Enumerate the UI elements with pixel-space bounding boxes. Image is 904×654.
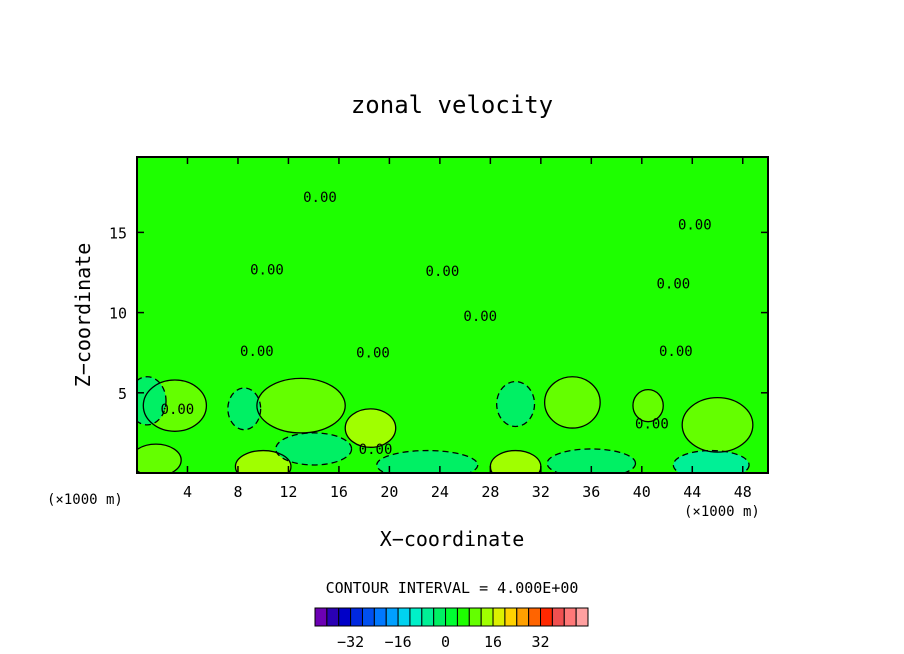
contour-label: 0.00 [678, 217, 712, 233]
colorbar-swatch [563, 607, 577, 627]
contour-label: 0.00 [635, 416, 669, 432]
field-blob [227, 387, 261, 430]
y-tick-label: 10 [109, 305, 127, 323]
contour-label: 0.00 [359, 442, 393, 458]
x-tick-label: 40 [633, 483, 651, 501]
contour-line [546, 448, 637, 473]
contour-label: 0.00 [303, 190, 337, 206]
chart-title: zonal velocity [351, 91, 553, 119]
colorbar-swatch [504, 607, 518, 627]
x-tick-label: 16 [330, 483, 348, 501]
field-blob [490, 450, 541, 473]
contour-line [227, 387, 262, 431]
field-blob [547, 448, 636, 473]
x-tick-label: 44 [683, 483, 701, 501]
field-blob [137, 444, 182, 473]
x-tick-label: 48 [734, 483, 752, 501]
contour-label: 0.00 [161, 402, 195, 418]
colorbar-swatch [445, 607, 458, 627]
contour-line [142, 379, 208, 432]
colorbar-swatch [385, 607, 399, 627]
colorbar-tick-label: 16 [484, 633, 502, 651]
field-blob [235, 450, 291, 473]
field-blob [496, 381, 535, 427]
contour-line [137, 443, 182, 473]
y-tick-label: 15 [109, 224, 127, 242]
colorbar-swatch [421, 607, 435, 627]
contour-label: 0.00 [656, 277, 690, 293]
field-blob [275, 432, 352, 465]
field-blob [345, 408, 396, 448]
colorbar-swatch [468, 607, 482, 627]
colorbar-swatch [409, 607, 423, 627]
colorbar-swatch [350, 607, 363, 627]
colorbar-tick-label: −16 [385, 633, 412, 651]
x-tick-label: 20 [380, 483, 398, 501]
field-blob [376, 450, 478, 473]
colorbar-tick-label: −32 [337, 633, 364, 651]
x-axis-ticks: 4 8 12 16 20 24 28 32 36 40 44 48 [183, 157, 752, 501]
plot-area: 0.00 0.00 0.00 0.00 0.00 0.00 0.00 0.00 0.00 0.00… [137, 157, 768, 473]
y-axis-label: Z−coordinate [71, 243, 95, 388]
y-tick-label: 5 [118, 385, 127, 403]
field-layer [137, 376, 753, 473]
contour-label: 0.00 [240, 344, 274, 360]
x-tick-label: 12 [279, 483, 297, 501]
x-tick-label: 4 [183, 483, 192, 501]
colorbar: −32 −16 0 16 32 [314, 607, 589, 651]
colorbar-swatch [575, 607, 589, 627]
field-background [137, 157, 768, 473]
x-axis-label: X−coordinate [380, 527, 525, 551]
contour-line [496, 380, 536, 428]
y-axis-ticks: 5 10 15 [109, 224, 768, 403]
contour-label: 0.00 [426, 264, 460, 280]
contour-line [256, 377, 346, 434]
field-blob [632, 389, 664, 422]
contour-line [376, 449, 479, 473]
colorbar-swatch [480, 607, 494, 627]
colorbar-swatch [540, 607, 553, 627]
colorbar-swatch [433, 607, 447, 627]
colorbar-swatch [492, 607, 506, 627]
contour-label: 0.00 [463, 309, 497, 325]
contour-line [681, 396, 754, 453]
colorbar-tick-label: 32 [531, 633, 549, 651]
colorbar-swatch [361, 607, 375, 627]
x-tick-label: 32 [532, 483, 550, 501]
contour-interval-text: CONTOUR INTERVAL = 4.000E+00 [326, 579, 579, 597]
contour-line [234, 449, 292, 473]
colorbar-swatch [528, 607, 542, 627]
contour-line [137, 376, 167, 426]
colorbar-swatch [551, 607, 565, 627]
colorbar-swatch [338, 607, 352, 627]
contour-label: 0.00 [250, 262, 284, 278]
field-blob [256, 378, 346, 433]
contour-line [543, 376, 601, 429]
field-blob [544, 376, 601, 429]
colorbar-swatch [326, 607, 340, 627]
x-tick-label: 28 [481, 483, 499, 501]
colorbar-swatch [314, 607, 328, 627]
contour-label: 0.00 [659, 344, 693, 360]
contour-labels: 0.00 0.00 0.00 0.00 0.00 0.00 0.00 0.00 0.00 0.00… [161, 190, 712, 458]
contour-line [632, 388, 664, 423]
plot-frame [136, 156, 769, 474]
contour-line [344, 408, 397, 448]
x-units-left: (×1000 m) [47, 492, 123, 508]
colorbar-swatch [456, 607, 470, 627]
field-blob [682, 397, 753, 453]
x-tick-label: 8 [233, 483, 242, 501]
colorbar-swatch [373, 607, 387, 627]
contour-lines [137, 376, 754, 473]
x-units-right: (×1000 m) [684, 504, 760, 520]
colorbar-tick-label: 0 [441, 633, 450, 651]
contour-line [672, 449, 750, 473]
x-tick-label: 36 [582, 483, 600, 501]
contour-line [275, 432, 353, 466]
x-tick-label: 24 [431, 483, 449, 501]
colorbar-swatch [516, 607, 530, 627]
contour-label: 0.00 [356, 346, 390, 362]
colorbar-swatch [397, 607, 411, 627]
